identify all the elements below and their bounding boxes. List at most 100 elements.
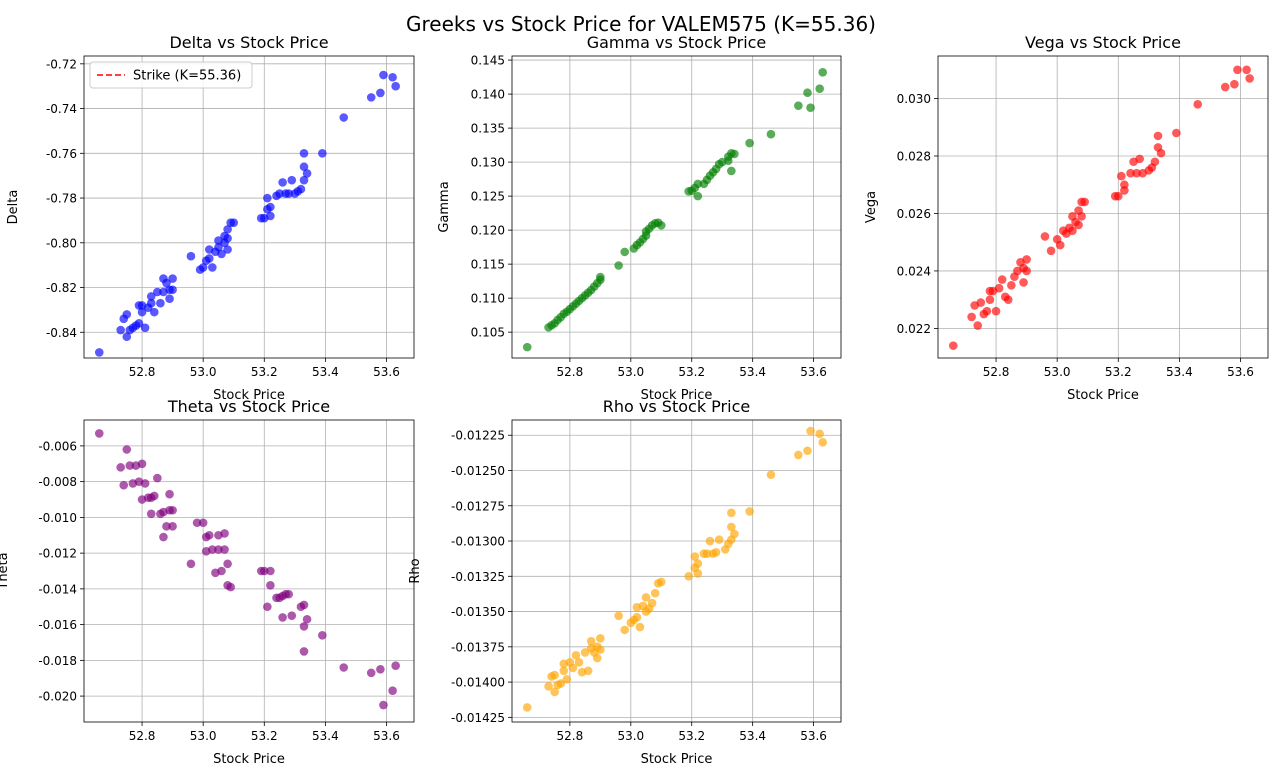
y-tick-label: -0.020 — [38, 690, 77, 704]
data-point — [299, 647, 309, 656]
data-point — [559, 666, 569, 676]
data-point — [299, 622, 309, 631]
data-point — [544, 682, 553, 691]
data-point — [1172, 128, 1181, 138]
data-point — [714, 535, 724, 544]
data-point — [794, 450, 803, 460]
data-point — [1156, 148, 1166, 158]
data-point — [226, 582, 235, 592]
data-point — [299, 162, 309, 172]
data-point — [339, 663, 349, 672]
subplot-title: Rho vs Stock Price — [603, 397, 750, 416]
data-point — [223, 225, 232, 234]
data-point — [1022, 255, 1031, 264]
y-tick-label: -0.84 — [46, 326, 77, 340]
data-point — [223, 559, 232, 569]
data-point — [596, 645, 605, 654]
data-point — [693, 179, 703, 189]
y-tick-label: 0.026 — [897, 207, 931, 221]
x-tick-label: 53.2 — [1105, 365, 1132, 379]
data-point — [1220, 82, 1230, 92]
y-tick-label: 0.120 — [471, 224, 505, 238]
y-tick-label: -0.01325 — [451, 570, 505, 584]
data-point — [815, 84, 824, 93]
data-point — [287, 611, 297, 620]
x-tick-label: 52.8 — [557, 365, 584, 379]
data-point — [186, 559, 196, 569]
y-tick-label: -0.008 — [38, 475, 77, 489]
x-axis-label: Stock Price — [641, 388, 713, 403]
data-point — [641, 593, 651, 602]
data-point — [711, 548, 721, 557]
data-point — [266, 202, 275, 212]
x-axis-label: Stock Price — [213, 752, 285, 767]
data-point — [140, 323, 150, 333]
data-point — [690, 552, 700, 561]
y-tick-label: -0.01275 — [451, 499, 505, 513]
data-point — [766, 470, 776, 480]
data-point — [223, 234, 232, 243]
data-point — [1135, 154, 1144, 164]
data-point — [1003, 295, 1013, 304]
data-point — [522, 342, 532, 352]
data-point — [976, 298, 986, 307]
data-point — [596, 634, 605, 643]
data-point — [730, 149, 739, 159]
data-point — [149, 491, 159, 501]
data-point — [379, 700, 388, 710]
x-tick-label: 53.6 — [373, 365, 400, 379]
y-tick-label: -0.010 — [38, 511, 77, 525]
subplot-gamma: 52.8 53.0 53.2 53.4 53.6 0.145 0.140 0.135 0.130… — [437, 33, 842, 403]
data-point — [705, 536, 715, 546]
data-point — [982, 306, 992, 316]
data-point — [146, 292, 156, 301]
subplot-rho: 52.8 53.0 53.2 53.4 53.6 -0.01225 -0.01250 -0.0… — [408, 397, 842, 767]
y-tick-label: -0.014 — [38, 582, 77, 596]
data-point — [1233, 65, 1242, 75]
figure-suptitle: Greeks vs Stock Price for VALEM575 (K=55… — [406, 12, 876, 36]
x-axis-label: Stock Price — [641, 752, 713, 767]
data-point — [1074, 220, 1083, 230]
subplot-delta: 52.8 53.0 53.2 53.4 53.6 -0.72 -0.74 -0.76 -0.78… — [6, 33, 415, 403]
data-point — [818, 68, 828, 77]
data-point — [125, 461, 135, 470]
data-point — [299, 149, 309, 158]
data-point — [379, 70, 388, 80]
data-point — [745, 138, 754, 148]
subplot-title: Theta vs Stock Price — [167, 397, 330, 416]
x-tick-label: 53.2 — [678, 365, 705, 379]
data-point — [198, 518, 208, 528]
data-point — [556, 679, 566, 688]
data-point — [168, 274, 177, 283]
data-point — [287, 175, 297, 185]
subplot-title: Gamma vs Stock Price — [587, 33, 767, 52]
legend: Strike (K=55.36) — [89, 61, 253, 89]
data-point — [376, 664, 385, 674]
y-tick-label: -0.018 — [38, 654, 77, 668]
data-point — [302, 169, 312, 178]
data-point — [204, 530, 214, 540]
data-point — [146, 509, 156, 519]
data-point — [223, 245, 232, 254]
data-point — [366, 93, 376, 102]
y-tick-label: -0.01225 — [451, 429, 505, 443]
data-point — [122, 310, 132, 319]
data-point — [583, 666, 593, 676]
y-tick-label: -0.01300 — [451, 535, 505, 549]
data-point — [571, 650, 581, 660]
data-point — [168, 505, 177, 515]
y-tick-label: 0.145 — [471, 54, 505, 68]
axes-frame — [511, 55, 842, 359]
data-point — [803, 446, 812, 456]
data-point — [122, 332, 132, 342]
x-tick-label: 52.8 — [129, 729, 156, 743]
data-point — [1230, 79, 1239, 89]
data-point — [302, 614, 312, 624]
data-point — [275, 189, 284, 198]
x-tick-label: 53.4 — [312, 729, 339, 743]
data-point — [766, 129, 776, 139]
data-point — [153, 287, 162, 297]
data-point — [156, 298, 165, 308]
x-tick-label: 52.8 — [557, 729, 584, 743]
data-point — [146, 298, 156, 308]
